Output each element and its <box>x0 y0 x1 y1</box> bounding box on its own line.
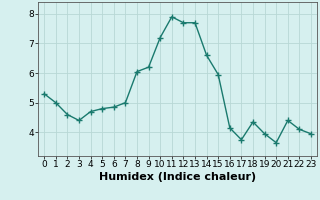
X-axis label: Humidex (Indice chaleur): Humidex (Indice chaleur) <box>99 172 256 182</box>
